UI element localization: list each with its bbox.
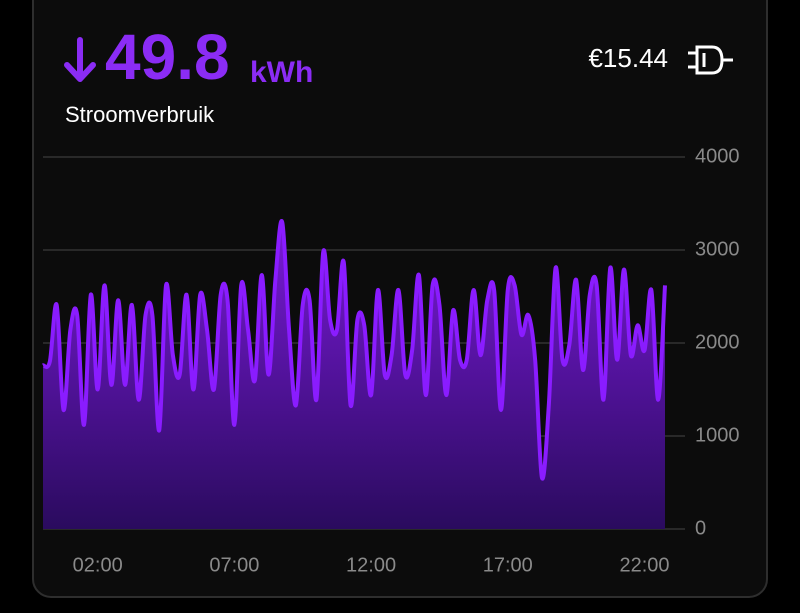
y-tick-label: 3000 [695,238,740,260]
cost: €15.44 [588,43,668,73]
y-tick-label: 0 [695,517,706,539]
usage-value: 49.8 [105,21,230,93]
x-tick-label: 07:00 [209,554,259,576]
plug-icon [688,45,733,75]
down-arrow-icon [64,37,96,82]
x-tick-label: 02:00 [73,554,123,576]
x-tick-label: 17:00 [483,554,533,576]
y-tick-label: 4000 [695,145,740,167]
x-tick-label: 12:00 [346,554,396,576]
x-tick-label: 22:00 [619,554,669,576]
y-tick-label: 1000 [695,424,740,446]
usage-unit: kWh [250,56,313,89]
usage-label: Stroomverbruik [65,102,215,127]
y-tick-label: 2000 [695,331,740,353]
area-line [42,219,667,481]
